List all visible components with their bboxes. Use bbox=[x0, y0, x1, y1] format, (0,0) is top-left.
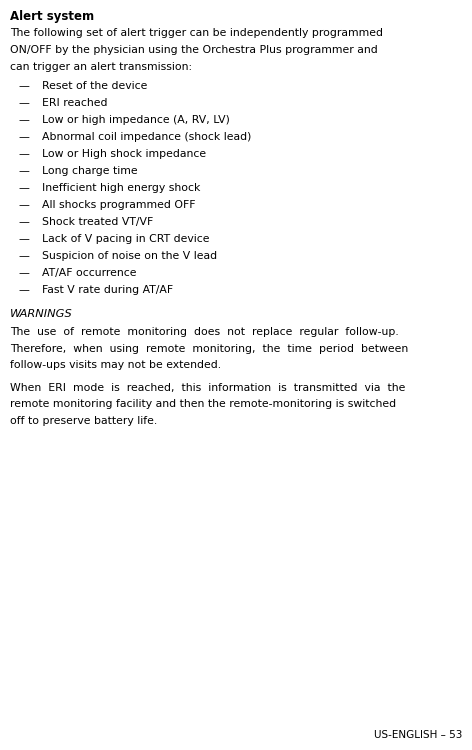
Text: Fast V rate during AT/AF: Fast V rate during AT/AF bbox=[42, 285, 173, 296]
Text: —: — bbox=[18, 251, 29, 261]
Text: Low or high impedance (A, RV, LV): Low or high impedance (A, RV, LV) bbox=[42, 116, 230, 125]
Text: —: — bbox=[18, 132, 29, 142]
Text: Long charge time: Long charge time bbox=[42, 166, 138, 176]
Text: —: — bbox=[18, 149, 29, 159]
Text: off to preserve battery life.: off to preserve battery life. bbox=[10, 416, 157, 426]
Text: Low or High shock impedance: Low or High shock impedance bbox=[42, 149, 206, 159]
Text: —: — bbox=[18, 200, 29, 210]
Text: —: — bbox=[18, 268, 29, 278]
Text: All shocks programmed OFF: All shocks programmed OFF bbox=[42, 200, 195, 210]
Text: —: — bbox=[18, 183, 29, 194]
Text: ERI reached: ERI reached bbox=[42, 98, 108, 108]
Text: Therefore,  when  using  remote  monitoring,  the  time  period  between: Therefore, when using remote monitoring,… bbox=[10, 344, 408, 353]
Text: Alert system: Alert system bbox=[10, 10, 94, 23]
Text: —: — bbox=[18, 166, 29, 176]
Text: follow-ups visits may not be extended.: follow-ups visits may not be extended. bbox=[10, 360, 221, 370]
Text: —: — bbox=[18, 116, 29, 125]
Text: Shock treated VT/VF: Shock treated VT/VF bbox=[42, 217, 153, 227]
Text: remote monitoring facility and then the remote-monitoring is switched: remote monitoring facility and then the … bbox=[10, 400, 396, 410]
Text: Reset of the device: Reset of the device bbox=[42, 81, 147, 92]
Text: Suspicion of noise on the V lead: Suspicion of noise on the V lead bbox=[42, 251, 217, 261]
Text: —: — bbox=[18, 285, 29, 296]
Text: AT/AF occurrence: AT/AF occurrence bbox=[42, 268, 136, 278]
Text: Lack of V pacing in CRT device: Lack of V pacing in CRT device bbox=[42, 234, 210, 244]
Text: —: — bbox=[18, 81, 29, 92]
Text: The following set of alert trigger can be independently programmed: The following set of alert trigger can b… bbox=[10, 28, 383, 38]
Text: When  ERI  mode  is  reached,  this  information  is  transmitted  via  the: When ERI mode is reached, this informati… bbox=[10, 383, 405, 393]
Text: —: — bbox=[18, 234, 29, 244]
Text: The  use  of  remote  monitoring  does  not  replace  regular  follow-up.: The use of remote monitoring does not re… bbox=[10, 327, 399, 337]
Text: ON/OFF by the physician using the Orchestra Plus programmer and: ON/OFF by the physician using the Orches… bbox=[10, 45, 378, 55]
Text: US-ENGLISH – 53: US-ENGLISH – 53 bbox=[374, 730, 462, 740]
Text: WARNINGS: WARNINGS bbox=[10, 308, 73, 319]
Text: —: — bbox=[18, 98, 29, 108]
Text: Abnormal coil impedance (shock lead): Abnormal coil impedance (shock lead) bbox=[42, 132, 252, 142]
Text: —: — bbox=[18, 217, 29, 227]
Text: Inefficient high energy shock: Inefficient high energy shock bbox=[42, 183, 201, 194]
Text: can trigger an alert transmission:: can trigger an alert transmission: bbox=[10, 62, 192, 71]
